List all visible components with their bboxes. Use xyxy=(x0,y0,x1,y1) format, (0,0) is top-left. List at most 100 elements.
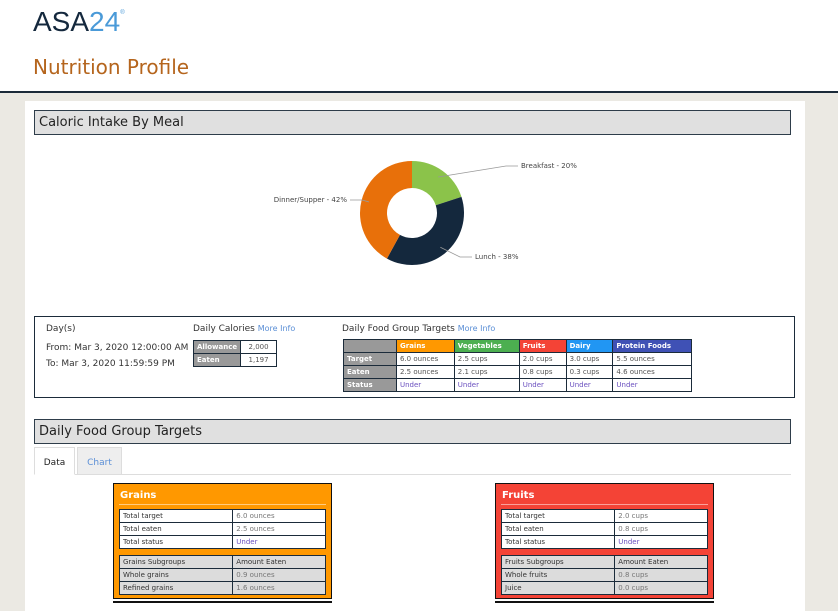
corner-cell xyxy=(343,339,397,353)
logo-number: 24 xyxy=(89,6,121,37)
fg-header-vegetables: Vegetables xyxy=(453,339,520,353)
label-connector xyxy=(440,246,472,258)
fg-title-text: Daily Food Group Targets xyxy=(342,324,455,334)
fg-header-dairy: Dairy xyxy=(565,339,614,353)
spacer xyxy=(501,548,708,556)
subgroup-header: Grains Subgroups xyxy=(118,555,234,569)
table-row: Eaten 2.5 ounces 2.1 cups 0.8 cups 0.3 cups 4… xyxy=(343,365,692,379)
slice-label: Lunch - 38% xyxy=(475,253,519,261)
row-label: Eaten xyxy=(343,365,397,379)
row-label: Target xyxy=(343,352,397,366)
slice-label: Breakfast - 20% xyxy=(521,162,577,170)
subgroup-label: Whole fruits xyxy=(500,568,616,582)
table-row: Total eaten 2.5 ounces xyxy=(118,522,326,536)
row-value: Under xyxy=(232,535,326,549)
slice-label: Dinner/Supper - 42% xyxy=(274,196,348,204)
calories-value: 2,000 xyxy=(240,340,277,354)
table-cell: 0.3 cups xyxy=(565,365,614,379)
summary-box: Day(s) From: Mar 3, 2020 12:00:00 AM To:… xyxy=(34,316,795,398)
days-label: Day(s) xyxy=(46,324,76,334)
food-group-summary-table: Grains Vegetables Fruits Dairy Protein Foods… xyxy=(343,339,692,392)
calories-table: Allowance 2,000 Eaten 1,197 xyxy=(192,340,277,367)
row-value: Under xyxy=(614,535,708,549)
table-cell: Under xyxy=(612,378,692,392)
table-row: Eaten 1,197 xyxy=(192,353,277,367)
fruits-card: Fruits Total target 2.0 cups Total eaten 0.8… xyxy=(495,483,714,599)
calories-label: Eaten xyxy=(192,353,242,367)
spacer-row xyxy=(501,548,708,556)
subgroup-value: 0.8 cups xyxy=(614,568,708,582)
fg-header-fruits: Fruits xyxy=(518,339,567,353)
fg-header-grains: Grains xyxy=(396,339,455,353)
calories-title: Daily Calories More Info xyxy=(193,324,295,334)
to-date: To: Mar 3, 2020 11:59:59 PM xyxy=(46,359,175,369)
table-header-row: Grains Vegetables Fruits Dairy Protein Foods xyxy=(343,339,692,353)
subgroup-label: Whole grains xyxy=(118,568,234,582)
row-label: Total eaten xyxy=(118,522,234,536)
table-cell: Under xyxy=(453,378,520,392)
table-row: Total eaten 0.8 cups xyxy=(500,522,708,536)
subgroup-value: 1.6 ounces xyxy=(232,581,326,595)
row-label: Total target xyxy=(500,509,616,523)
calories-value: 1,197 xyxy=(240,353,277,367)
row-label: Status xyxy=(343,378,397,392)
fg-more-info-link[interactable]: More Info xyxy=(457,324,496,333)
logo-mark: ® xyxy=(120,10,125,16)
table-cell: 3.0 cups xyxy=(565,352,614,366)
table-cell: Under xyxy=(518,378,567,392)
table-row: Total target 2.0 cups xyxy=(500,509,708,523)
caloric-section-title: Caloric Intake By Meal xyxy=(34,110,791,135)
donut-slice-breakfast[interactable] xyxy=(412,161,462,206)
table-row: Total status Under xyxy=(500,535,708,549)
table-cell: 0.8 cups xyxy=(518,365,567,379)
row-label: Total target xyxy=(118,509,234,523)
card-divider xyxy=(113,601,332,603)
table-row: Whole grains 0.9 ounces xyxy=(118,568,326,582)
table-row: Refined grains 1.6 ounces xyxy=(118,581,326,595)
row-value: 6.0 ounces xyxy=(232,509,326,523)
calories-more-info-link[interactable]: More Info xyxy=(257,324,296,333)
from-date: From: Mar 3, 2020 12:00:00 AM xyxy=(46,343,189,353)
card-table: Total target 2.0 cups Total eaten 0.8 cups T… xyxy=(500,509,708,595)
spacer-row xyxy=(119,548,326,556)
tab-chart[interactable]: Chart xyxy=(77,447,122,475)
table-cell: 2.1 cups xyxy=(453,365,520,379)
amount-header: Amount Eaten xyxy=(232,555,326,569)
subgroup-value: 0.0 cups xyxy=(614,581,708,595)
table-cell: 2.0 cups xyxy=(518,352,567,366)
table-row: Target 6.0 ounces 2.5 cups 2.0 cups 3.0 cups… xyxy=(343,352,692,366)
card-divider xyxy=(495,601,714,603)
row-label: Total eaten xyxy=(500,522,616,536)
tab-data[interactable]: Data xyxy=(34,447,75,475)
calories-title-text: Daily Calories xyxy=(193,324,255,334)
subgroup-header-row: Grains Subgroups Amount Eaten xyxy=(118,555,326,569)
row-value: 2.0 cups xyxy=(614,509,708,523)
table-cell: Under xyxy=(396,378,455,392)
card-title: Fruits xyxy=(501,488,708,505)
table-cell: 6.0 ounces xyxy=(396,352,455,366)
amount-header: Amount Eaten xyxy=(614,555,708,569)
subgroup-label: Refined grains xyxy=(118,581,234,595)
donut-slice-dinner-supper[interactable] xyxy=(360,161,412,259)
table-row: Juice 0.0 cups xyxy=(500,581,708,595)
subgroup-header: Fruits Subgroups xyxy=(500,555,616,569)
targets-section-title: Daily Food Group Targets xyxy=(34,419,791,444)
table-row: Whole fruits 0.8 cups xyxy=(500,568,708,582)
fg-header-protein-foods: Protein Foods xyxy=(612,339,692,353)
label-connector xyxy=(438,165,518,178)
spacer xyxy=(119,548,326,556)
table-row: Total status Under xyxy=(118,535,326,549)
subgroup-value: 0.9 ounces xyxy=(232,568,326,582)
table-row: Status Under Under Under Under Under xyxy=(343,378,692,392)
tab-bar: Data Chart xyxy=(34,447,791,475)
donut-slice-lunch[interactable] xyxy=(386,196,464,265)
subgroup-header-row: Fruits Subgroups Amount Eaten xyxy=(500,555,708,569)
table-cell: 4.6 ounces xyxy=(612,365,692,379)
table-cell: Under xyxy=(565,378,614,392)
row-value: 0.8 cups xyxy=(614,522,708,536)
card-table: Total target 6.0 ounces Total eaten 2.5 oun… xyxy=(118,509,326,595)
content-panel: Caloric Intake By Meal Breakfast - 20% Lu… xyxy=(25,101,805,611)
grains-card: Grains Total target 6.0 ounces Total eaten 2… xyxy=(113,483,332,599)
label-connector xyxy=(350,199,370,203)
page-title: Nutrition Profile xyxy=(33,55,190,79)
